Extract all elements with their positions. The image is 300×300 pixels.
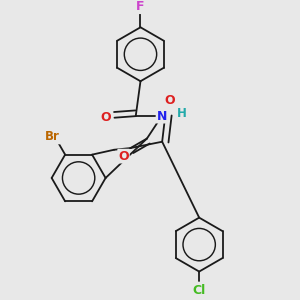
Text: N: N	[157, 110, 167, 123]
Text: O: O	[100, 111, 111, 124]
Text: O: O	[165, 94, 176, 107]
Text: Br: Br	[45, 130, 60, 143]
Text: H: H	[176, 107, 186, 120]
Text: Cl: Cl	[193, 284, 206, 297]
Text: O: O	[118, 150, 129, 163]
Text: F: F	[136, 0, 145, 13]
